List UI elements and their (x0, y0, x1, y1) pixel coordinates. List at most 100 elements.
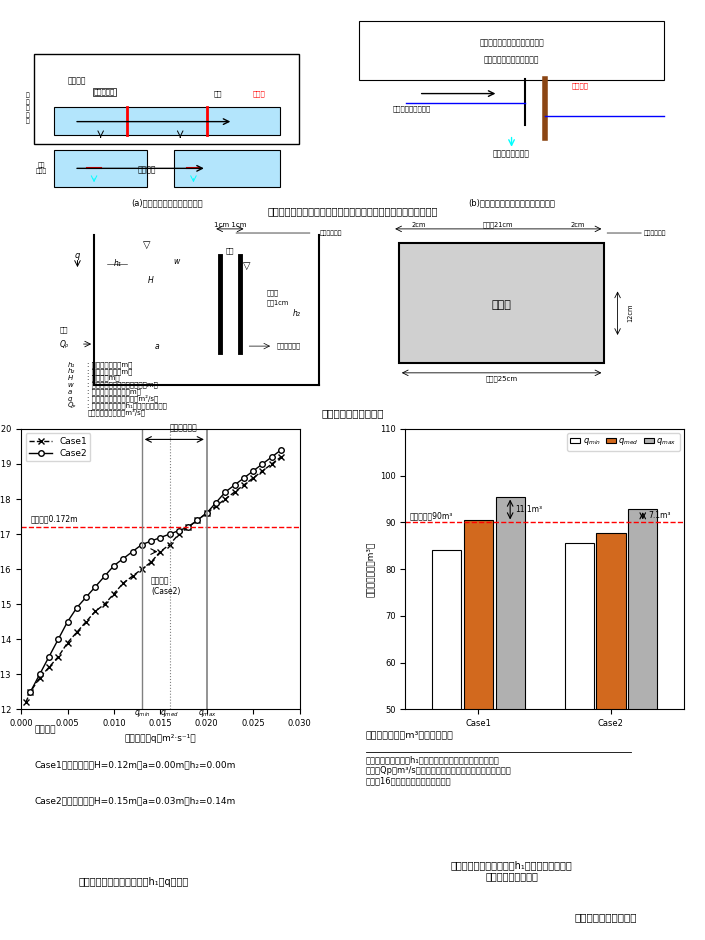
Text: 図１　用水系統末端の開水路形式の小用水路からの取水イメージ: 図１ 用水系統末端の開水路形式の小用水路からの取水イメージ (267, 206, 438, 216)
Case2 (258, 459, 266, 470)
Text: : 実験水路の単位幅流量（m²/s）: : 実験水路の単位幅流量（m²/s） (87, 395, 159, 402)
Text: 水田圃場への取水: 水田圃場への取水 (493, 149, 530, 158)
Case2 (166, 528, 174, 540)
FancyBboxPatch shape (359, 21, 664, 81)
Case1 (221, 494, 230, 505)
Text: Case2　複合セキ　H=0.15m　a=0.03m　h₂=0.14m: Case2 複合セキ H=0.15m a=0.03m h₂=0.14m (35, 796, 235, 806)
Text: h₂: h₂ (293, 308, 301, 318)
Case2 (193, 514, 202, 525)
Text: a: a (68, 389, 72, 395)
Bar (565, 543, 594, 940)
Case1 (175, 528, 183, 540)
Case2 (175, 525, 183, 536)
Case1 (63, 637, 72, 649)
Text: 2cm: 2cm (570, 222, 585, 227)
Bar (54, 149, 147, 187)
Case1 (35, 672, 44, 683)
Case1 (128, 571, 137, 582)
Case2 (82, 591, 90, 603)
Bar (464, 520, 493, 940)
Text: 7.1m³: 7.1m³ (648, 511, 670, 521)
Bar (173, 149, 280, 187)
Case2 (156, 532, 164, 543)
Text: 遷移区間
(Case2): 遷移区間 (Case2) (151, 576, 180, 596)
Text: 水理実験におけるh₁から小オリフィスの流量の関係式に
基づきQp（m³/s）（図２参照）を算出し、取水の継続時間
である16時間を乗じることで推定。: 水理実験におけるh₁から小オリフィスの流量の関係式に 基づきQp（m³/s）（図… (366, 756, 512, 785)
Text: Qₚ: Qₚ (68, 402, 76, 408)
Y-axis label: 水田の取水量（m³）: 水田の取水量（m³） (365, 541, 374, 597)
Text: セキ板挿入枠: セキ板挿入枠 (319, 230, 342, 236)
Text: : セキ上流水深（m）: : セキ上流水深（m） (87, 361, 133, 368)
Line: Case1: Case1 (23, 454, 284, 705)
Case1 (193, 514, 202, 525)
Case2 (147, 536, 155, 547)
Text: オリフィス流: オリフィス流 (276, 343, 300, 350)
Text: 目標水深0.172m: 目標水深0.172m (30, 514, 78, 524)
Case2 (63, 616, 72, 627)
Text: セキ板: セキ板 (266, 290, 278, 296)
Bar (596, 533, 625, 940)
Text: 幹
線
用
水
路: 幹 線 用 水 路 (26, 93, 30, 124)
Text: 評価対象範囲: 評価対象範囲 (170, 423, 197, 432)
Text: 図２　複合セキの概要: 図２ 複合セキの概要 (321, 408, 384, 418)
Text: 水田圃場: 水田圃場 (137, 165, 157, 175)
Case2 (35, 668, 44, 680)
Text: 越流幅21cm: 越流幅21cm (483, 222, 513, 228)
Case1 (22, 697, 30, 708)
Text: 図４　水理実験におけるh₁に基づき推定した
水田の取水量の比較: 図４ 水理実験におけるh₁に基づき推定した 水田の取水量の比較 (450, 860, 572, 882)
Case1 (240, 479, 248, 491)
Text: ▽: ▽ (143, 241, 151, 250)
Case1 (267, 459, 276, 470)
Text: セキ板挿入枠: セキ板挿入枠 (644, 230, 667, 236)
Case1 (231, 486, 239, 497)
Case2 (91, 581, 99, 592)
Text: : 水理実験におけるh₁に基づき推定する: : 水理実験におけるh₁に基づき推定する (87, 402, 167, 409)
Case2 (100, 571, 109, 582)
Text: $q_{med}$: $q_{med}$ (160, 708, 179, 718)
Text: 水口地点の水位変化を抑制し、: 水口地点の水位変化を抑制し、 (479, 39, 544, 48)
Case1 (82, 616, 90, 627)
Case1 (119, 577, 128, 588)
Case2 (231, 479, 239, 491)
Case1 (277, 451, 286, 462)
Bar (54, 106, 280, 134)
Case1 (212, 500, 220, 511)
Bar (432, 551, 461, 940)
Text: 水田の取水流量（m³/s）: 水田の取水流量（m³/s） (87, 408, 145, 415)
Case1 (137, 563, 146, 574)
Bar (399, 243, 604, 363)
Text: H: H (68, 375, 73, 382)
Case1 (54, 651, 63, 663)
Case2 (277, 445, 286, 456)
Case2 (240, 472, 248, 483)
Text: h₂: h₂ (68, 368, 75, 374)
Case2 (73, 602, 81, 613)
Text: （藤山宗、中矢哲郎）: （藤山宗、中矢哲郎） (575, 913, 637, 922)
Text: 配水
ゲート: 配水 ゲート (35, 163, 47, 175)
Text: $q_{max}$: $q_{max}$ (197, 708, 216, 718)
Case2 (26, 686, 35, 697)
Text: 水路幅25cm: 水路幅25cm (486, 376, 517, 383)
Text: 複合セキ: 複合セキ (571, 83, 588, 89)
Text: 水口（オリフィス）: 水口（オリフィス） (392, 105, 431, 112)
Case2 (54, 634, 63, 645)
Text: (a)　本研究の対象（平面図）: (a) 本研究の対象（平面図） (131, 198, 203, 207)
Text: : セキ高（m）: : セキ高（m） (87, 375, 120, 382)
Text: 板厚1cm: 板厚1cm (266, 300, 288, 306)
Case1 (100, 599, 109, 610)
Case2 (184, 522, 192, 533)
Case2 (221, 486, 230, 497)
Case2 (212, 497, 220, 509)
Text: ▽: ▽ (243, 261, 250, 271)
Text: 【本成果】: 【本成果】 (94, 88, 116, 95)
Case2 (119, 553, 128, 564)
Text: 越流: 越流 (226, 247, 234, 254)
Text: 小用水路: 小用水路 (68, 76, 86, 85)
Case1 (147, 556, 155, 568)
Text: : オリフィス流と越流の離隔（m）: : オリフィス流と越流の離隔（m） (87, 382, 159, 388)
Text: 水口: 水口 (60, 326, 68, 333)
Case1 (258, 465, 266, 477)
Case1 (184, 522, 192, 533)
Text: 水口: 水口 (214, 90, 222, 97)
Text: 11.1m³: 11.1m³ (515, 505, 543, 514)
Text: セキ板: セキ板 (253, 90, 266, 97)
